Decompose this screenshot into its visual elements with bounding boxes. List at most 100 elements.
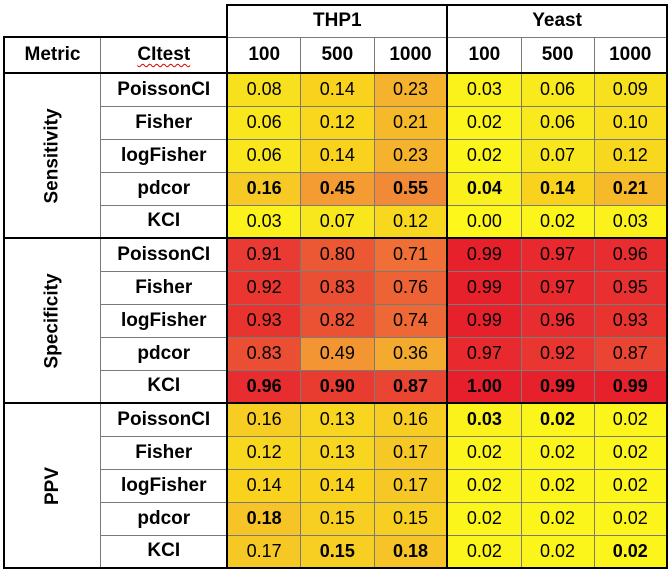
value-cell: 0.90 [299, 369, 375, 404]
table-row: Fisher 0.92 0.83 0.76 0.99 0.97 0.95 [4, 270, 668, 305]
citest-name: logFisher [100, 303, 228, 338]
value-cell: 0.93 [226, 303, 301, 338]
table-row: Sensitivity PoissonCI 0.08 0.14 0.23 0.03 0.06… [3, 72, 668, 239]
citest-name: pdcor [100, 171, 228, 206]
value-cell: 0.83 [299, 270, 375, 305]
value-cell: 0.02 [593, 435, 668, 470]
value-cell: 0.02 [593, 468, 668, 503]
blank-corner [100, 5, 228, 37]
value-cell: 0.07 [520, 138, 595, 173]
value-cell: 0.02 [520, 204, 595, 239]
table-row: pdcor 0.83 0.49 0.36 0.97 0.92 0.87 [4, 336, 668, 371]
value-cell: 0.23 [373, 72, 448, 107]
table-row: Specificity PoissonCI 0.91 0.80 0.71 0.99 0.97… [3, 237, 668, 404]
table-row: PPV PoissonCI 0.16 0.13 0.16 0.03 0.02 0.02 [3, 402, 668, 569]
citest-name: Fisher [100, 270, 228, 305]
value-cell: 0.99 [520, 369, 595, 404]
value-cell: 0.74 [373, 303, 448, 338]
table-row: KCI 0.17 0.15 0.18 0.02 0.02 0.02 [4, 534, 668, 569]
value-cell: 0.16 [226, 171, 301, 206]
value-cell: 0.06 [226, 105, 301, 140]
value-cell: 0.91 [226, 237, 301, 272]
value-cell: 0.04 [446, 171, 522, 206]
value-cell: 0.02 [593, 402, 668, 437]
value-cell: 0.45 [299, 171, 375, 206]
value-cell: 0.82 [299, 303, 375, 338]
value-cell: 0.17 [373, 468, 448, 503]
value-cell: 0.08 [226, 72, 301, 107]
citest-name: Fisher [100, 435, 228, 470]
value-cell: 0.76 [373, 270, 448, 305]
metric-label-cell: PPV [3, 402, 102, 569]
blank-corner [4, 5, 101, 37]
metric-label: Sensitivity [41, 107, 63, 204]
value-cell: 0.14 [520, 171, 595, 206]
value-cell: 0.02 [593, 534, 668, 569]
value-cell: 0.12 [226, 435, 301, 470]
metric-label: PPV [41, 466, 63, 505]
value-cell: 0.03 [446, 402, 522, 437]
value-cell: 0.99 [593, 369, 668, 404]
value-cell: 0.92 [226, 270, 301, 305]
value-cell: 0.16 [373, 402, 448, 437]
citest-column-header: CItest [100, 36, 228, 74]
citest-name: PoissonCI [100, 72, 228, 107]
citest-name: KCI [100, 534, 228, 569]
value-cell: 0.21 [593, 171, 668, 206]
citest-name: Fisher [100, 105, 228, 140]
table-row: Fisher 0.06 0.12 0.21 0.02 0.06 0.10 [4, 105, 668, 140]
value-cell: 0.97 [520, 237, 595, 272]
value-cell: 1.00 [446, 369, 522, 404]
value-cell: 0.97 [446, 336, 522, 371]
table-row: logFisher 0.93 0.82 0.74 0.99 0.96 0.93 [4, 303, 668, 338]
value-cell: 0.83 [226, 336, 301, 371]
value-cell: 0.14 [299, 468, 375, 503]
size-header: 500 [299, 36, 375, 74]
value-cell: 0.97 [520, 270, 595, 305]
value-cell: 0.13 [299, 435, 375, 470]
value-cell: 0.02 [446, 105, 522, 140]
value-cell: 0.96 [226, 369, 301, 404]
value-cell: 0.96 [520, 303, 595, 338]
value-cell: 0.02 [520, 534, 595, 569]
value-cell: 0.96 [593, 237, 668, 272]
value-cell: 0.55 [373, 171, 448, 206]
value-cell: 0.15 [299, 534, 375, 569]
size-header: 500 [520, 36, 595, 74]
citest-name: KCI [100, 204, 228, 239]
metric-label: Specificity [41, 272, 63, 369]
metric-column-header: Metric [3, 36, 102, 74]
value-cell: 0.12 [593, 138, 668, 173]
value-cell: 0.02 [593, 501, 668, 536]
value-cell: 0.06 [520, 72, 595, 107]
table-row: logFisher 0.14 0.14 0.17 0.02 0.02 0.02 [4, 468, 668, 503]
value-cell: 0.36 [373, 336, 448, 371]
value-cell: 0.02 [520, 468, 595, 503]
value-cell: 0.92 [520, 336, 595, 371]
citest-name: KCI [100, 369, 228, 404]
table-row: pdcor 0.16 0.45 0.55 0.04 0.14 0.21 [4, 171, 668, 206]
value-cell: 0.15 [299, 501, 375, 536]
value-cell: 0.03 [446, 72, 522, 107]
value-cell: 0.49 [299, 336, 375, 371]
value-cell: 0.13 [299, 402, 375, 437]
citest-name: PoissonCI [100, 402, 228, 437]
value-cell: 0.02 [520, 435, 595, 470]
citest-name: pdcor [100, 501, 228, 536]
table-row: pdcor 0.18 0.15 0.15 0.02 0.02 0.02 [4, 501, 668, 536]
value-cell: 0.02 [520, 402, 595, 437]
group-header-yeast: Yeast [446, 4, 668, 38]
citest-name: pdcor [100, 336, 228, 371]
value-cell: 0.18 [226, 501, 301, 536]
results-table: THP1 Yeast Metric CItest 100 500 1000 10… [3, 4, 668, 569]
value-cell: 0.02 [446, 435, 522, 470]
value-cell: 0.09 [593, 72, 668, 107]
value-cell: 0.07 [299, 204, 375, 239]
group-header-thp1: THP1 [226, 4, 449, 38]
value-cell: 0.06 [226, 138, 301, 173]
size-header: 1000 [593, 36, 668, 74]
table-row: KCI 0.03 0.07 0.12 0.00 0.02 0.03 [4, 204, 668, 239]
value-cell: 0.99 [446, 303, 522, 338]
size-header: 100 [446, 36, 522, 74]
value-cell: 0.15 [373, 501, 448, 536]
